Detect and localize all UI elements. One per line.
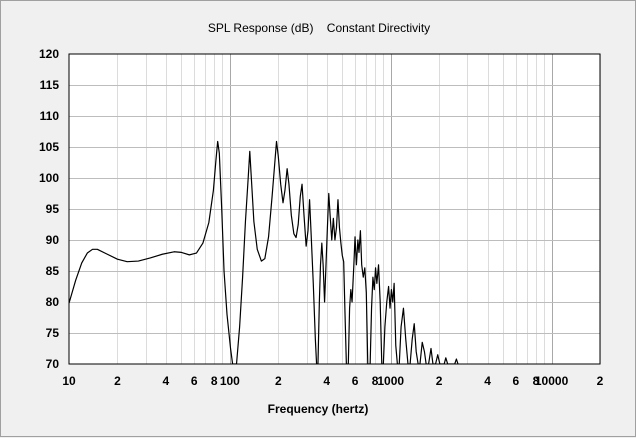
x-tick-label: 2 (436, 374, 443, 388)
spl-response-line (69, 140, 459, 364)
y-tick-label: 80 (46, 295, 60, 309)
y-tick-label: 75 (46, 326, 60, 340)
x-tick-label: 2 (597, 374, 604, 388)
y-tick-label: 85 (46, 264, 60, 278)
x-tick-label: 100 (220, 374, 240, 388)
y-tick-label: 95 (46, 202, 60, 216)
x-tick-label: 6 (513, 374, 520, 388)
y-axis-ticks: 70 75 80 85 90 95 100 105 110 115 120 (39, 47, 59, 371)
y-tick-label: 70 (46, 357, 60, 371)
x-tick-label: 1000 (377, 374, 404, 388)
x-tick-label: 6 (191, 374, 198, 388)
data-series (69, 140, 459, 364)
x-tick-label: 2 (275, 374, 282, 388)
x-tick-label: 4 (323, 374, 330, 388)
y-tick-label: 120 (39, 47, 59, 61)
x-tick-label: 2 (114, 374, 121, 388)
y-tick-label: 100 (39, 171, 59, 185)
x-axis-label: Frequency (hertz) (268, 402, 369, 416)
y-tick-label: 115 (40, 78, 60, 92)
plot-border (68, 53, 601, 365)
x-tick-label: 8 (372, 374, 379, 388)
x-tick-label: 8 (211, 374, 218, 388)
x-tick-label: 10000 (535, 374, 569, 388)
grid-lines (69, 54, 601, 364)
chart-title: SPL Response (dB) Constant Directivity (208, 21, 430, 35)
x-tick-label: 10 (62, 374, 76, 388)
x-tick-label: 4 (484, 374, 491, 388)
x-tick-label: 6 (352, 374, 359, 388)
x-tick-label: 4 (163, 374, 170, 388)
y-tick-label: 105 (39, 140, 59, 154)
y-tick-label: 110 (40, 109, 60, 123)
x-tick-label: 8 (533, 374, 540, 388)
y-tick-label: 90 (46, 233, 60, 247)
